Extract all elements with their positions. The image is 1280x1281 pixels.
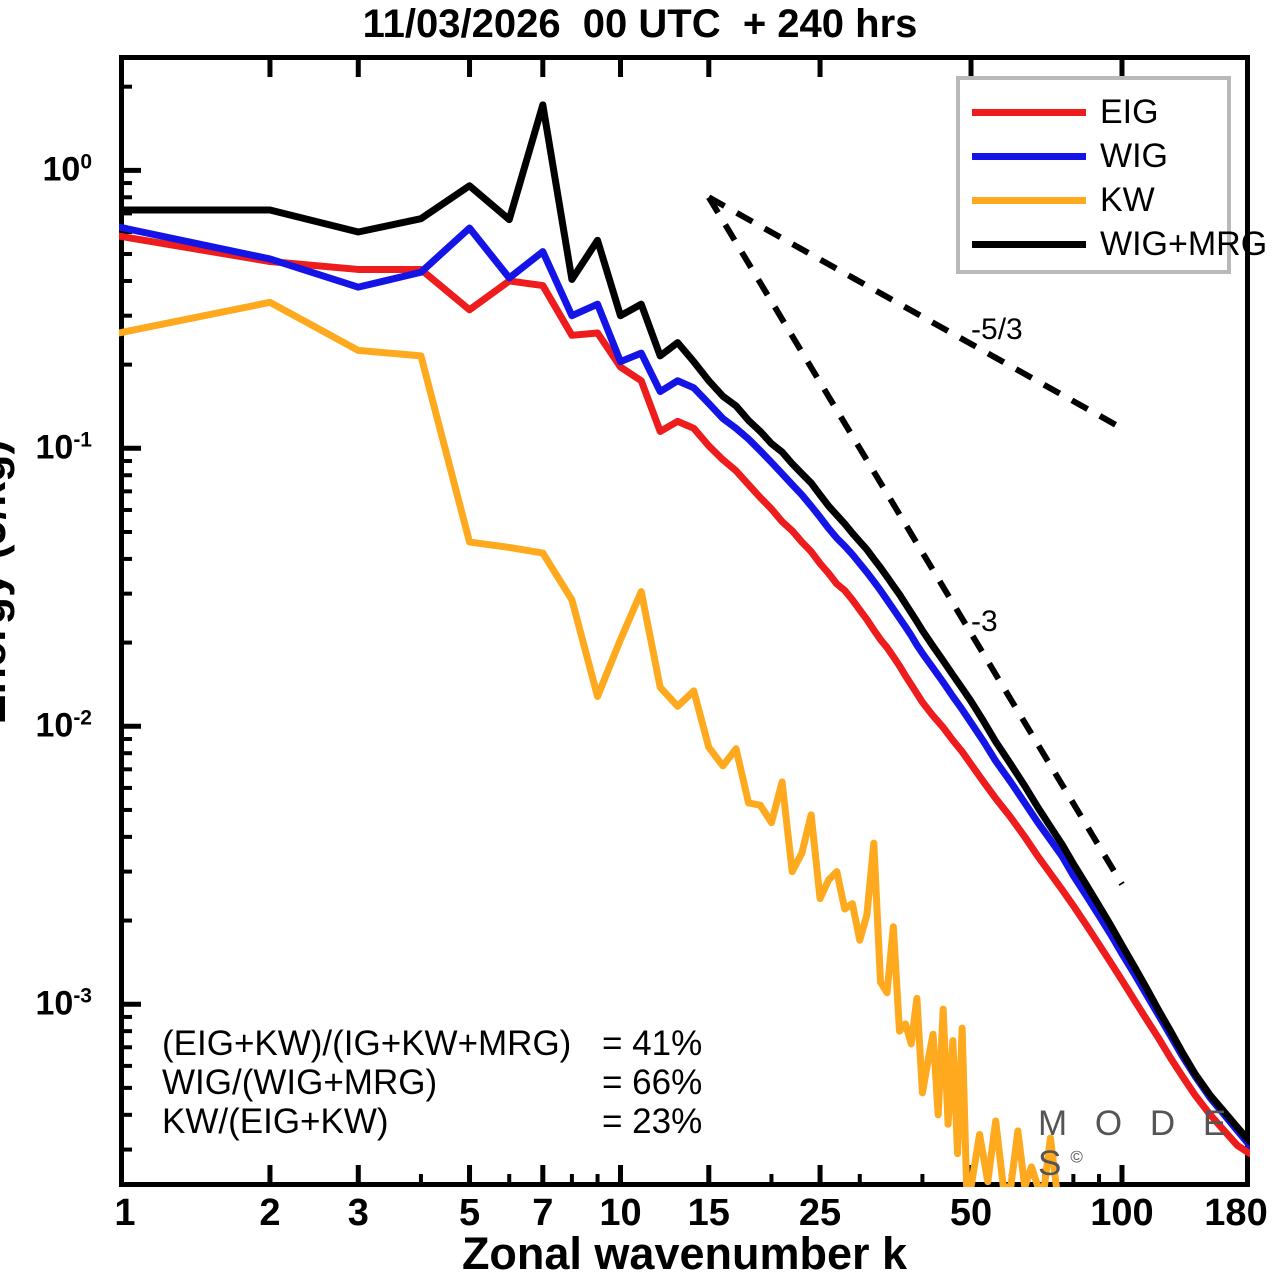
y-tick-label: 100 [42, 150, 92, 190]
statistic-row: KW/(EIG+KW) = 23% [162, 1102, 742, 1141]
x-tick-label: 15 [687, 1192, 730, 1234]
series-line-eig [119, 232, 1250, 1158]
x-tick-label: 180 [1204, 1192, 1268, 1234]
legend-item-wig[interactable]: WIG [960, 134, 1227, 178]
slope-label--5-3: -5/3 [971, 312, 1023, 346]
y-axis-title: Energy (J/kg) [0, 439, 15, 725]
statistic-row: (EIG+KW)/(IG+KW+MRG) = 41% [162, 1024, 742, 1063]
legend-label: WIG+MRG [1100, 225, 1268, 263]
legend-item-kw[interactable]: KW [960, 178, 1227, 222]
page-title: 11/03/2026 00 UTC + 240 hrs [362, 2, 918, 46]
y-tick-label: 10-3 [35, 984, 92, 1023]
x-tick-label: 2 [259, 1192, 281, 1234]
legend-item-eig[interactable]: EIG [960, 90, 1227, 134]
series-line-wig-mrg [119, 101, 1250, 1146]
legend-color-swatch [972, 196, 1086, 204]
x-tick-label: 100 [1090, 1192, 1154, 1234]
statistic-value: = 23% [602, 1101, 703, 1141]
plot-canvas [119, 55, 1250, 1187]
copyright-icon: © [1070, 1147, 1083, 1167]
series-line-kw [119, 298, 1060, 1187]
statistic-value: = 41% [602, 1023, 703, 1063]
reference-slope--3 [706, 195, 1125, 886]
legend-color-swatch [972, 152, 1086, 160]
statistic-row: WIG/(WIG+MRG) = 66% [162, 1063, 742, 1102]
x-tick-label: 7 [532, 1192, 554, 1234]
legend-label: KW [1100, 181, 1155, 219]
legend-item-wig-mrg[interactable]: WIG+MRG [960, 222, 1267, 266]
series-line-wig [119, 223, 1250, 1150]
reference-slope--5-3 [707, 194, 1124, 431]
y-tick-label: 10-1 [35, 428, 92, 467]
x-tick-label: 3 [347, 1192, 369, 1234]
legend-label: WIG [1100, 137, 1168, 175]
statistics-annotations: (EIG+KW)/(IG+KW+MRG) = 41% WIG/(WIG+MRG) = … [162, 1024, 742, 1141]
legend-color-swatch [972, 240, 1086, 248]
x-tick-label: 25 [798, 1192, 842, 1234]
statistic-expression: KW/(EIG+KW) [162, 1101, 389, 1141]
x-tick-label: 5 [458, 1192, 481, 1234]
legend-label: EIG [1100, 93, 1159, 131]
statistic-expression: WIG/(WIG+MRG) [162, 1062, 438, 1102]
legend-color-swatch [972, 108, 1086, 116]
statistic-value: = 66% [602, 1062, 703, 1102]
x-tick-label: 10 [599, 1192, 642, 1234]
watermark-text: M O D E S [1038, 1104, 1236, 1183]
x-tick-label: 50 [949, 1192, 993, 1234]
x-tick-label: 1 [114, 1192, 136, 1234]
y-tick-label: 10-2 [35, 706, 92, 745]
x-axis-title: Zonal wavenumber k [461, 1228, 908, 1279]
chart-legend: EIG WIG KW WIG+MRG [956, 76, 1267, 274]
statistic-expression: (EIG+KW)/(IG+KW+MRG) [162, 1023, 572, 1063]
modes-watermark: M O D E S© [1038, 1104, 1280, 1184]
slope-label--3: -3 [971, 605, 998, 639]
